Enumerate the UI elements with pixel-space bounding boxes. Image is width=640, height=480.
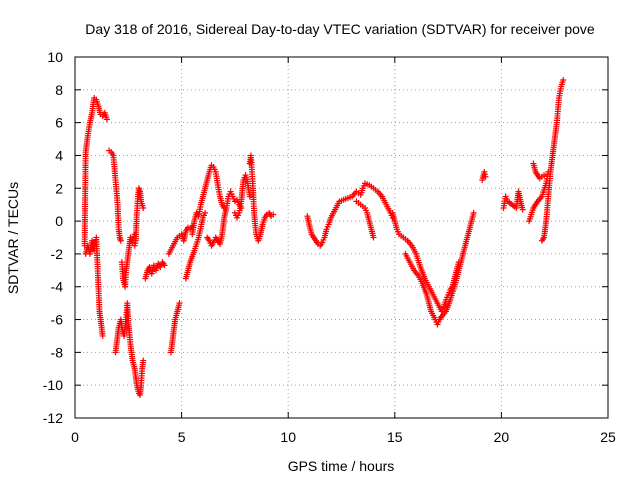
data-point <box>176 300 183 307</box>
y-tick-label: 4 <box>55 147 63 163</box>
y-tick-label: -4 <box>51 279 64 295</box>
data-point <box>99 332 106 339</box>
x-tick-label: 25 <box>600 429 616 445</box>
data-point <box>519 206 526 213</box>
y-tick-label: 2 <box>55 180 63 196</box>
x-axis-label: GPS time / hours <box>288 458 395 474</box>
data-point <box>202 209 209 216</box>
x-tick-label: 20 <box>494 429 510 445</box>
data-point <box>246 193 253 200</box>
y-tick-label: -8 <box>51 344 64 360</box>
data-point <box>140 357 147 364</box>
data-point <box>140 204 147 211</box>
data-point <box>161 262 168 269</box>
y-tick-label: 10 <box>47 49 63 65</box>
axis-ticks: 0 5 10 15 20 25 -12 -10 -8 -6 -4 -2 0 2 4 6 8 10 <box>43 49 616 445</box>
chart-title: Day 318 of 2016, Sidereal Day-to-day VTE… <box>85 21 595 37</box>
data-point <box>370 234 377 241</box>
data-point <box>103 116 110 123</box>
y-tick-label: 8 <box>55 82 63 98</box>
x-tick-label: 5 <box>178 429 186 445</box>
y-tick-label: -2 <box>51 246 64 262</box>
x-tick-label: 15 <box>387 429 403 445</box>
data-point <box>541 172 548 179</box>
data-points <box>81 76 567 399</box>
y-tick-label: -12 <box>43 410 63 426</box>
data-point <box>470 209 477 216</box>
y-tick-label: -10 <box>43 377 63 393</box>
data-point <box>482 173 489 180</box>
y-tick-label: 6 <box>55 115 63 131</box>
y-axis-label: SDTVAR / TECUs <box>5 182 21 294</box>
data-point <box>117 237 124 244</box>
data-point <box>560 76 567 83</box>
y-tick-label: 0 <box>55 213 63 229</box>
grid <box>75 57 608 418</box>
x-tick-label: 0 <box>71 429 79 445</box>
x-tick-label: 10 <box>280 429 296 445</box>
plot-frame <box>74 56 609 419</box>
y-tick-label: -6 <box>51 312 64 328</box>
data-point <box>270 211 277 218</box>
